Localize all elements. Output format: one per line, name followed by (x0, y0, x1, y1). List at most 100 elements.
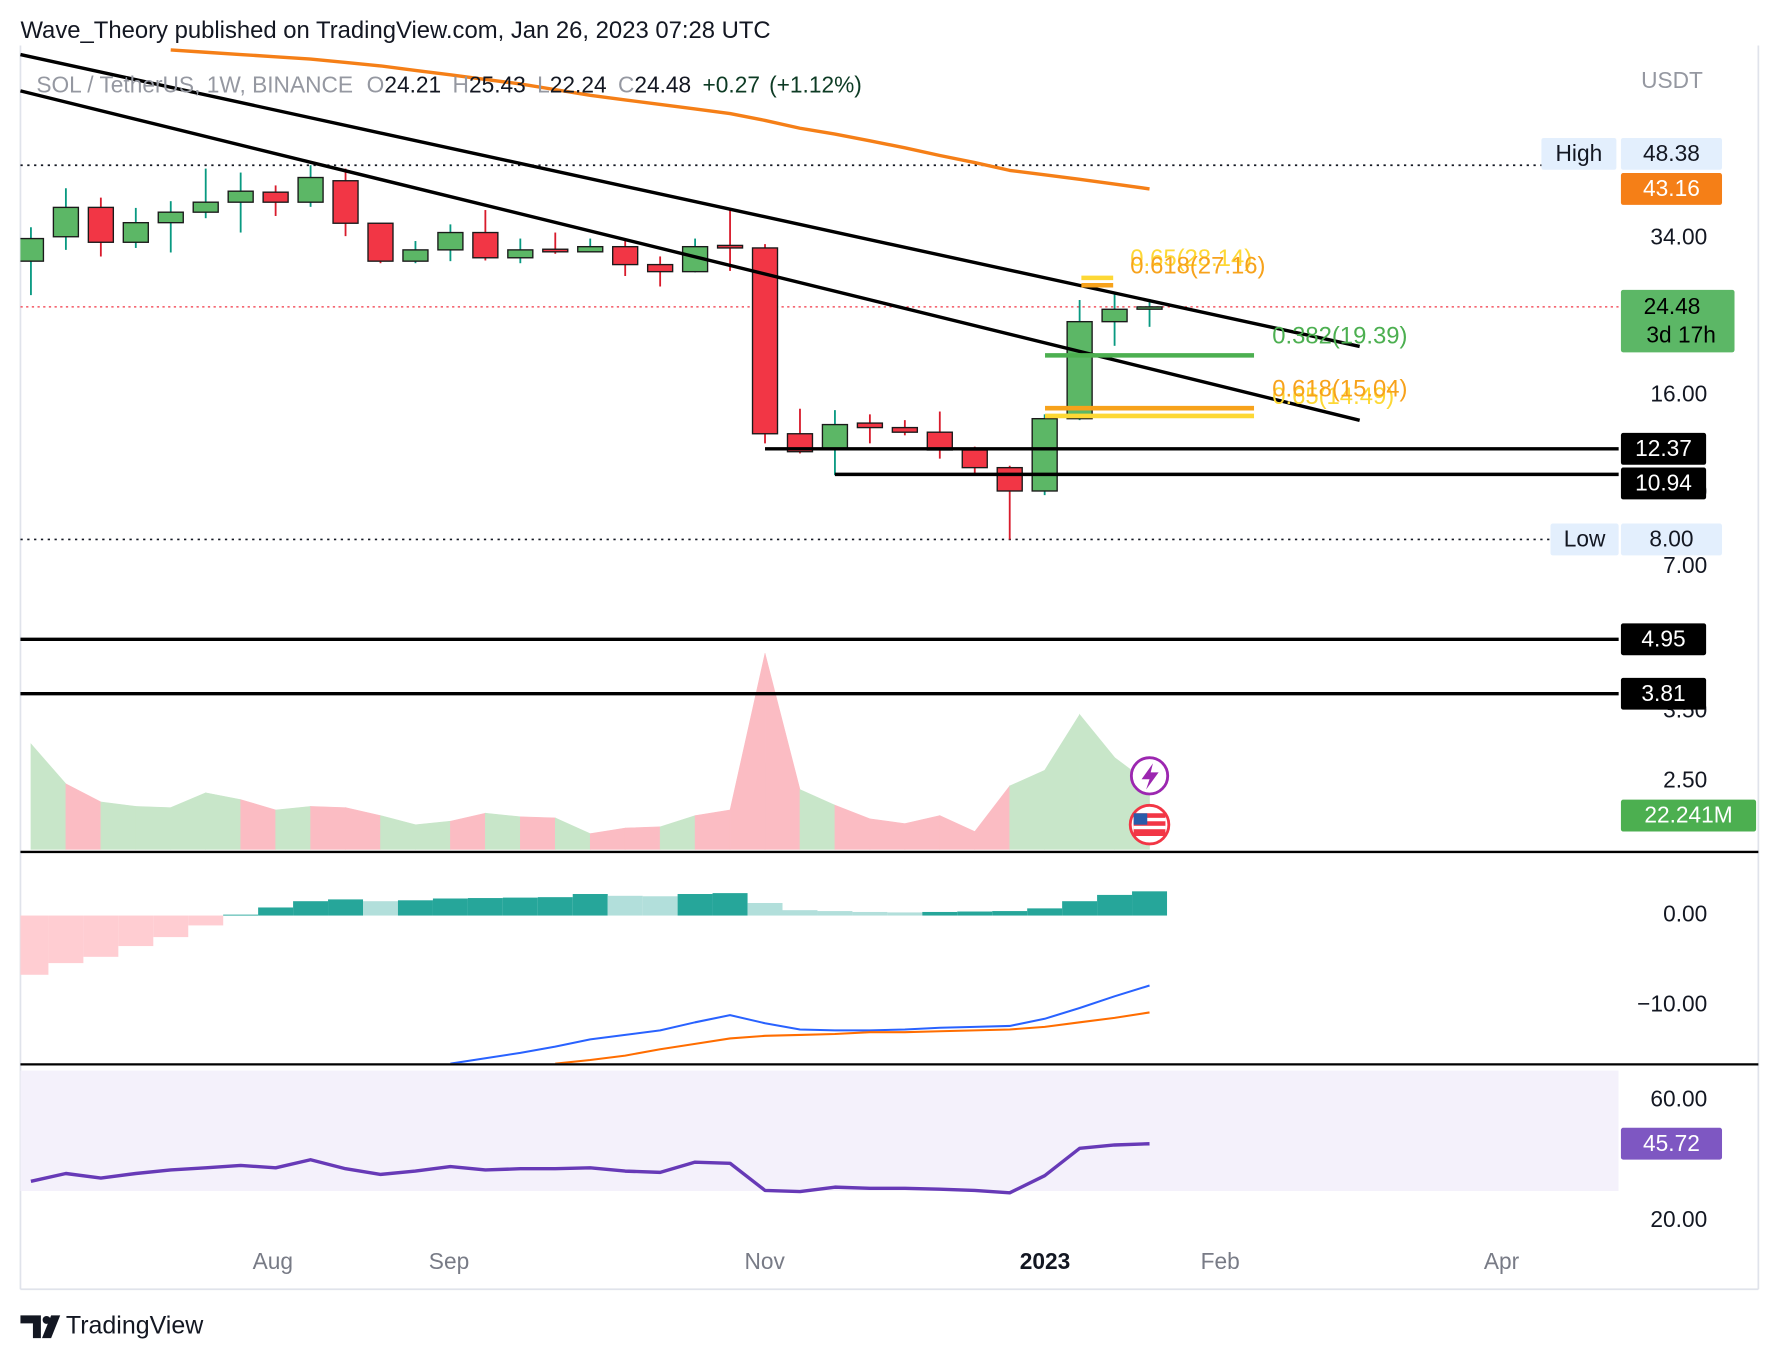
macd-histogram-bar (397, 900, 433, 916)
volume-area (415, 820, 451, 850)
rsi-band (20, 1070, 1619, 1192)
rsi-band-layer (20, 1070, 1619, 1192)
macd-histogram-bar (607, 895, 643, 916)
level-label: 4.95 (1641, 625, 1685, 651)
high-label-box (1541, 137, 1617, 170)
candle-body (821, 423, 849, 450)
candle-body (402, 249, 429, 262)
candle-body (192, 201, 219, 213)
macd-histogram-bar (852, 911, 888, 916)
volume-area (624, 826, 661, 850)
level-label: 12.37 (1635, 435, 1692, 461)
last-price: 24.48 (1644, 293, 1701, 319)
macd-histogram-bar (363, 901, 398, 916)
countdown: 3d 17h (1646, 321, 1715, 347)
header: Wave_Theory published on TradingView.com… (20, 17, 770, 44)
volume-area (100, 801, 137, 850)
volume-area (1044, 713, 1080, 850)
high-prefix: H (453, 71, 469, 97)
change: +0.27 (703, 71, 760, 97)
candle-body (612, 245, 639, 266)
volume-area (485, 812, 521, 850)
volume-area (694, 809, 731, 850)
volume-area (135, 806, 172, 850)
trendline (20, 89, 1361, 422)
level-label-box (1620, 467, 1707, 500)
y-tick-label: 16.00 (1650, 380, 1707, 406)
price-label-layer: 12.37 10.94 4.95 3.81 High 48.38 43.16 Low 8.00 2… (1541, 137, 1757, 1160)
change-percent: (+1.12%) (769, 71, 862, 97)
macd-histogram-bar (537, 897, 573, 916)
x-tick-label: Sep (429, 1248, 469, 1274)
y-tick-label: 7.00 (1663, 552, 1707, 578)
volume-area (799, 789, 836, 850)
macd-histogram-bar (922, 911, 958, 916)
macd-histogram-bar (747, 902, 783, 916)
last-price-box (1620, 289, 1735, 353)
candle-body (716, 244, 744, 249)
open-prefix: O (367, 71, 385, 97)
moving-average (170, 48, 1150, 191)
candle-body (20, 237, 45, 262)
logo-mark (20, 1315, 41, 1339)
volume-area (729, 653, 766, 850)
candle-body (507, 249, 534, 259)
macd-histogram-bar (467, 898, 503, 916)
volume-area (834, 804, 871, 850)
macd-histogram-bar (782, 910, 818, 916)
x-tick-label: Aug (253, 1248, 293, 1274)
volume-area (205, 792, 241, 850)
macd-histogram-bar (48, 915, 84, 964)
volume-label: 22.241M (1644, 802, 1732, 828)
macd-histogram-bar (1062, 901, 1098, 916)
icon-stripe (1133, 825, 1166, 830)
fib-label: 0.618(27.16) (1130, 252, 1265, 279)
candle-body (52, 206, 80, 238)
macd-histogram-bar (817, 911, 853, 916)
low-value: 22.24 (550, 71, 607, 97)
volume-area (1079, 713, 1115, 850)
candle-body (1101, 308, 1128, 323)
low-label-box (1550, 523, 1619, 556)
macd-histogram-bar (642, 896, 678, 916)
events-icon[interactable] (1129, 756, 1170, 796)
macd-histogram-bar (677, 894, 713, 916)
x-tick-label: Feb (1201, 1248, 1240, 1274)
candle-body (1136, 306, 1163, 310)
candle-body (227, 190, 254, 203)
y-tick-label: 60.00 (1650, 1086, 1707, 1112)
volume-area (450, 812, 486, 850)
candle-body (961, 449, 988, 469)
ma-value: 43.16 (1643, 175, 1700, 201)
y-tick-label: −10.00 (1637, 990, 1707, 1016)
high-value: 48.38 (1643, 140, 1700, 166)
ma-value-box (1620, 173, 1723, 205)
level-label-box (1620, 677, 1707, 710)
footer-brand: TradingView (66, 1311, 204, 1339)
macd-histogram-bar (712, 893, 748, 916)
candle-body (891, 426, 919, 433)
macd-histogram-bar (83, 915, 119, 957)
volume-area (589, 827, 626, 850)
candle-body (996, 466, 1023, 492)
high-value: 25.43 (469, 71, 526, 97)
x-tick-label: Nov (744, 1248, 785, 1274)
fib-label: 0.65(28.14) (1130, 245, 1252, 272)
macd-histogram-bar (153, 915, 189, 938)
macd-histogram-bar (992, 911, 1028, 916)
open-value: 24.21 (384, 71, 441, 97)
macd-histogram-bar (572, 894, 608, 916)
volume-label-box (1620, 799, 1757, 832)
macd-histogram-bar (1027, 908, 1063, 916)
macd-histogram-bar (957, 911, 993, 916)
candle-body (262, 191, 289, 203)
macd-histogram-bar (223, 914, 259, 916)
volume-area (554, 817, 591, 850)
economic-icon[interactable] (1128, 803, 1171, 846)
candle-body (332, 180, 359, 224)
legend: SOL / TetherUS, 1W, BINANCE O24.21 H25.43 L… (36, 71, 862, 97)
logo-slash (42, 1315, 61, 1339)
macd-histogram-bar (20, 915, 49, 975)
macd-line (555, 1011, 1150, 1064)
